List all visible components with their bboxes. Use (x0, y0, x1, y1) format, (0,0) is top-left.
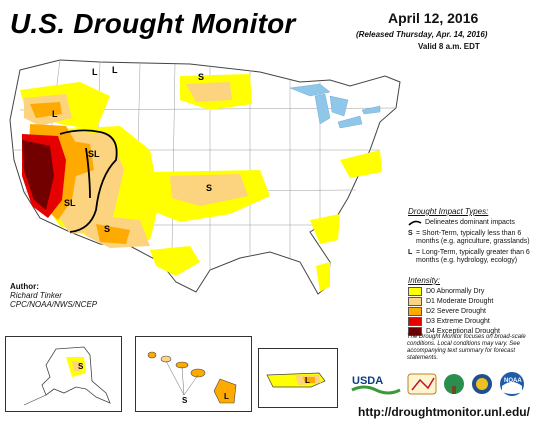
noaa-logo-text: NOAA (504, 378, 522, 384)
legend-label-d3: D3 Extreme Drought (426, 318, 490, 325)
impact-heading: Drought Impact Types: (408, 207, 489, 216)
d0-texas (150, 246, 200, 276)
author-block: Author: Richard Tinker CPC/NOAA/NWS/NCEP (10, 282, 97, 309)
legend-d4: D4 Exceptional Drought (408, 327, 540, 336)
website-link[interactable]: http://droughtmonitor.unl.edu/ (358, 405, 530, 419)
alaska-inset: S (5, 336, 122, 412)
boundary-line-icon (408, 220, 422, 226)
label-sw-s: S (104, 224, 110, 234)
ndmc-logo-icon (407, 373, 437, 395)
d2-oregon (30, 102, 62, 118)
legend-label-d1: D1 Moderate Drought (426, 298, 494, 305)
legend-label-d0: D0 Abnormally Dry (426, 288, 485, 295)
tree-logo-icon (444, 374, 464, 394)
legend-d2: D2 Severe Drought (408, 307, 540, 316)
agency-logos: USDA NOAA (350, 366, 538, 402)
label-nw-l2: L (112, 65, 118, 75)
legend-label-d4: D4 Exceptional Drought (426, 328, 500, 335)
legend-d3: D3 Extreme Drought (408, 317, 540, 326)
impact-boundaries (59, 129, 118, 233)
map-date: April 12, 2016 (388, 10, 479, 26)
label-or-l: L (52, 109, 58, 119)
usda-logo: USDA (352, 375, 383, 387)
label-ca-sl: SL (88, 149, 100, 159)
alaska-map: S (23, 346, 111, 406)
long-term-key: L (408, 249, 413, 256)
drought-areas (20, 74, 382, 292)
hawaii-inset: S L (135, 336, 252, 412)
d4-california (22, 140, 54, 210)
delineates-text: Delineates dominant impacts (425, 219, 515, 226)
swatch-d4 (408, 327, 422, 336)
d0-southeast (310, 214, 340, 244)
label-nv-sl: SL (64, 198, 76, 208)
puerto-rico-map: L (266, 372, 326, 388)
author-name: Richard Tinker (10, 291, 62, 300)
long-term-text: = Long-Term, typically greater than 6 mo… (416, 249, 530, 264)
d1-north-plains (186, 82, 232, 102)
swatch-d0 (408, 287, 422, 296)
swatch-d1 (408, 297, 422, 306)
label-nw-l1: L (92, 67, 98, 77)
swatch-d3 (408, 317, 422, 326)
logo-strip: USDA NOAA (351, 372, 524, 396)
valid-time: Valid 8 a.m. EDT (418, 42, 480, 51)
label-hi-l: L (224, 392, 229, 401)
label-ak-s: S (78, 362, 84, 371)
great-lakes (289, 83, 381, 129)
us-drought-map: L L S L SL SL S S (9, 59, 401, 295)
label-hi-s: S (182, 396, 188, 405)
label-pr-l: L (305, 376, 310, 385)
swatch-d2 (408, 307, 422, 316)
short-term-key: S (408, 230, 413, 237)
author-label: Author: (10, 282, 39, 291)
label-ks-s: S (206, 183, 212, 193)
map-labels: L L S L SL SL S S (52, 65, 212, 234)
d1-kansas (170, 174, 248, 206)
map-title: U.S. Drought Monitor (10, 8, 296, 39)
legend-d0: D0 Abnormally Dry (408, 287, 540, 296)
label-mt-s: S (198, 72, 204, 82)
disclaimer-note: The Drought Monitor focuses on broad-sca… (407, 334, 526, 361)
hawaii-map: S L (147, 351, 237, 405)
d2-sw (96, 224, 130, 244)
release-date: (Released Thursday, Apr. 14, 2016) (356, 30, 488, 39)
short-term-text: = Short-Term, typically less than 6 mont… (416, 230, 530, 245)
intensity-legend: Intensity: D0 Abnormally Dry D1 Moderate… (408, 276, 540, 337)
puerto-rico-inset: L (258, 348, 338, 408)
author-org: CPC/NOAA/NWS/NCEP (10, 300, 98, 309)
d0-northeast (340, 150, 382, 178)
legend-label-d2: D2 Severe Drought (426, 308, 486, 315)
usda-swoosh-icon (351, 385, 401, 395)
impact-legend: Drought Impact Types: Delineates dominan… (408, 208, 540, 268)
intensity-heading: Intensity: (408, 276, 441, 285)
legend-d1: D1 Moderate Drought (408, 297, 540, 306)
d0-florida (316, 262, 330, 292)
